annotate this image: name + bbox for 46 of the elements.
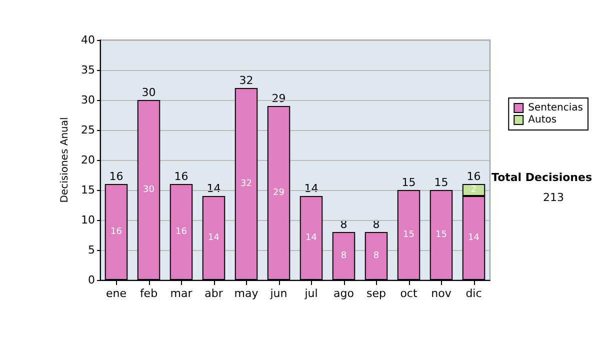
total-label: 16 [174,170,188,183]
x-tick-label: nov [431,287,452,300]
y-tick-label: 5 [88,244,95,256]
data-label: 15 [403,230,414,240]
y-tick-label: 0 [88,274,95,286]
y-tick-label: 10 [81,214,95,226]
y-tick-label: 15 [81,184,95,196]
x-tick-label: ago [334,287,354,300]
x-tick-label: oct [400,287,418,300]
total-label: 15 [434,176,448,189]
total-label: 30 [142,86,156,99]
y-tick-label: 40 [81,34,95,46]
data-label: 16 [110,227,122,237]
y-tick-label: 20 [81,154,95,166]
y-axis-title: Decisiones Anual [60,117,71,203]
data-label: 16 [176,227,188,237]
data-label: 8 [373,251,380,261]
x-tick-label: sep [366,287,386,300]
y-tick-label: 35 [81,64,95,76]
x-tick-label: dic [466,287,482,300]
x-tick-label: abr [204,287,224,300]
total-label: 16 [466,170,481,183]
data-label: 14 [468,233,480,243]
x-tick-label: jun [269,287,288,300]
data-label: 8 [340,251,347,261]
x-tick-label: mar [170,287,193,300]
data-label: 2 [470,185,477,195]
total-label: 16 [109,170,124,183]
data-label: 14 [208,233,220,243]
legend-label: Autos [528,114,557,126]
text: 213 [543,191,564,204]
data-label: 29 [273,188,285,198]
y-tick-label: 30 [81,94,95,106]
total-label: 15 [402,176,416,189]
legend-label: Sentencias [528,102,584,114]
x-tick-label: ene [106,287,127,300]
x-tick-label: jul [304,287,318,300]
x-tick-label: feb [140,287,158,300]
data-label: 30 [143,185,155,195]
y-tick-label: 25 [81,124,95,136]
data-label: 32 [240,179,252,189]
text: Total Decisiones [492,171,592,184]
data-label: 15 [436,230,447,240]
total-label: 32 [239,74,254,87]
data-label: 14 [306,233,318,243]
x-tick-label: may [234,287,259,300]
